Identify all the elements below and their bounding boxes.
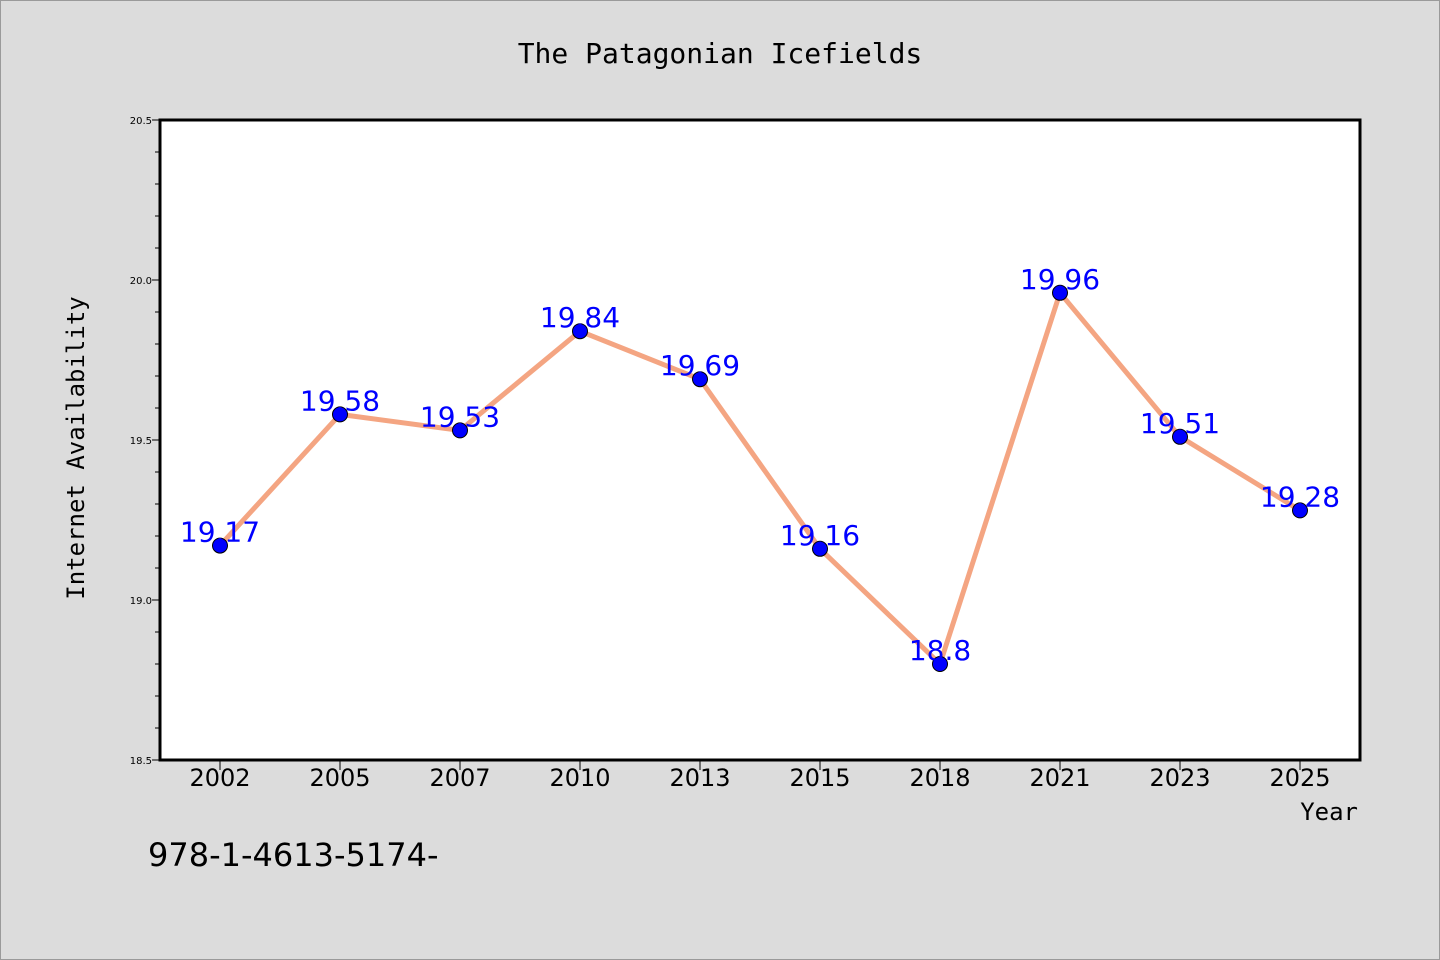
plot-area [158, 118, 1362, 762]
data-label: 19.51 [1140, 407, 1220, 440]
data-point [932, 656, 948, 672]
data-label: 19.28 [1260, 480, 1340, 513]
data-label: 19.69 [660, 349, 740, 382]
series-markers [212, 284, 1308, 672]
data-label: 19.16 [780, 519, 860, 552]
data-label: 18.8 [909, 634, 971, 667]
data-label: 19.96 [1020, 263, 1100, 296]
x-tick-label: 2005 [309, 764, 370, 792]
data-point [1052, 284, 1068, 301]
x-tick-label: 2002 [189, 764, 250, 792]
data-point [812, 540, 828, 557]
data-label: 19.58 [300, 384, 380, 417]
data-point [332, 406, 348, 423]
data-point [452, 422, 468, 439]
y-tick-label: 20.0 [130, 276, 152, 287]
x-tick-label: 2007 [429, 764, 490, 792]
data-label: 19.17 [180, 516, 260, 549]
series-line [218, 290, 1302, 667]
data-labels: 19.17 19.58 19.53 19.84 19.69 19.16 18.8 19.96 1… [180, 263, 1340, 667]
x-tick-label: 2015 [789, 764, 850, 792]
data-label: 19.53 [420, 400, 500, 433]
x-tick-label: 2013 [669, 764, 730, 792]
x-tick-label: 2010 [549, 764, 610, 792]
x-tick-label: 2021 [1029, 764, 1090, 792]
x-axis-label: Year [1300, 798, 1358, 826]
x-axis: 2002 2005 2007 2010 2013 2015 2018 2021 2023 2025 [189, 760, 1331, 792]
data-point [1292, 502, 1308, 519]
x-tick-label: 2023 [1149, 764, 1210, 792]
y-tick-label: 19.5 [130, 436, 152, 447]
data-point [212, 537, 228, 554]
chart-title: The Patagonian Icefields [518, 37, 923, 70]
y-axis: 18.5 19.0 19.5 20.0 20.5 [130, 116, 160, 767]
y-tick-label: 20.5 [130, 116, 152, 127]
data-point [1172, 428, 1188, 445]
y-tick-label: 19.0 [130, 596, 152, 607]
x-tick-label: 2025 [1269, 764, 1330, 792]
x-tick-label: 2018 [909, 764, 970, 792]
y-axis-label: Internet Availability [62, 296, 90, 599]
data-point [572, 323, 588, 340]
y-tick-label: 18.5 [130, 756, 152, 767]
data-point [692, 371, 708, 388]
data-label: 19.84 [540, 301, 620, 334]
footer-text: 978-1-4613-5174- [148, 836, 439, 874]
